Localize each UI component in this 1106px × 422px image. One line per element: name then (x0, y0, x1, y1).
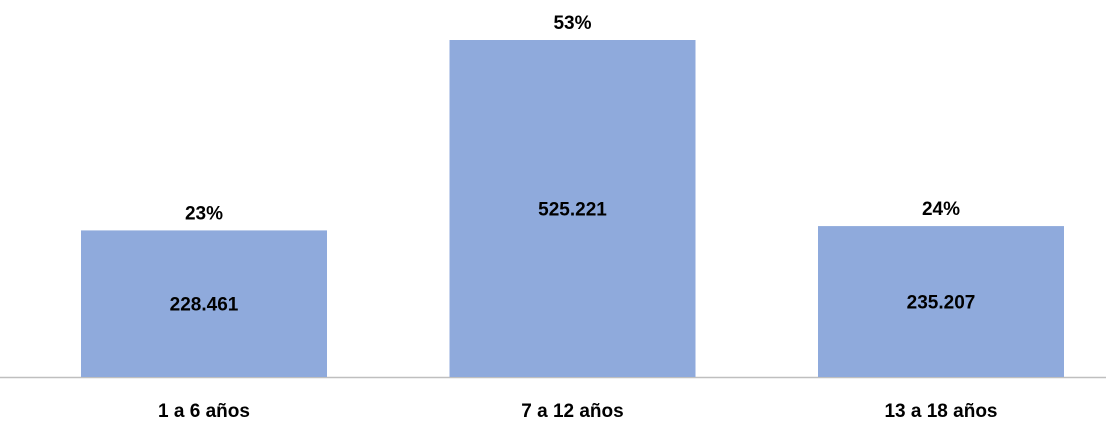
x-tick-label: 13 a 18 años (884, 401, 997, 422)
bar (818, 226, 1064, 377)
percent-label: 53% (553, 13, 591, 34)
percent-label: 24% (922, 199, 960, 220)
value-label: 228.461 (170, 295, 239, 316)
value-label: 235.207 (907, 293, 976, 314)
bar (81, 230, 327, 377)
percent-label: 23% (185, 203, 223, 224)
bar (449, 40, 696, 377)
x-tick-label: 7 a 12 años (521, 401, 623, 422)
value-label: 525.221 (538, 200, 607, 221)
x-tick-label: 1 a 6 años (158, 401, 250, 422)
